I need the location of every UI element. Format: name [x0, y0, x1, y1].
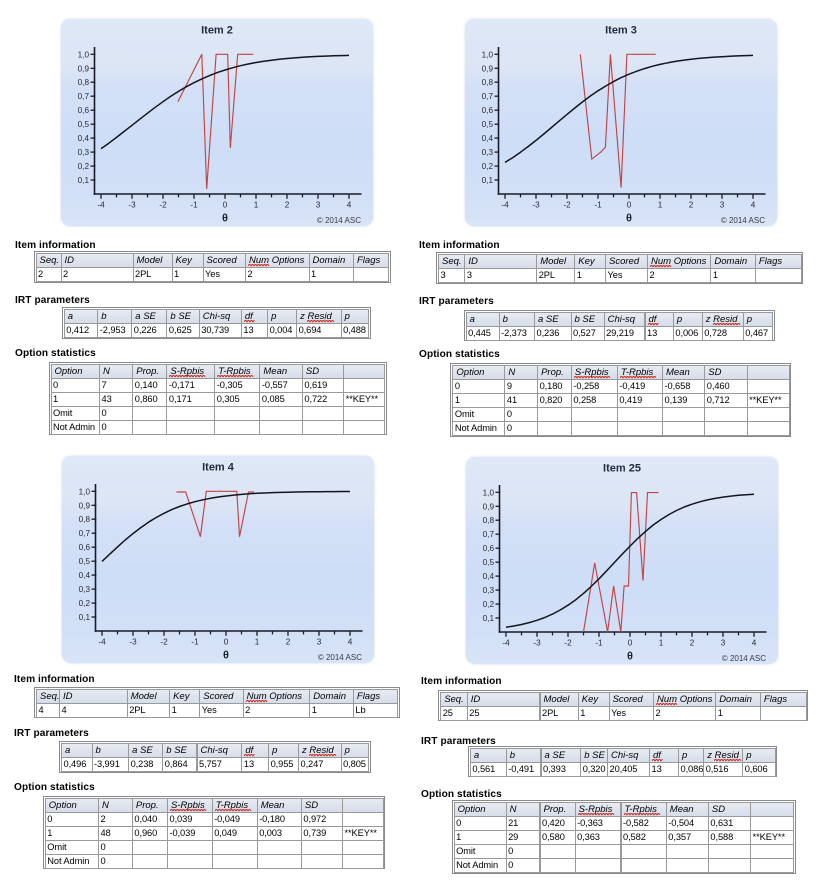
svg-text:1: 1 — [658, 638, 663, 647]
svg-text:0,2: 0,2 — [78, 599, 90, 608]
svg-text:-3: -3 — [533, 638, 541, 647]
svg-text:0,6: 0,6 — [77, 106, 89, 115]
svg-text:0,2: 0,2 — [482, 600, 494, 609]
svg-text:0,3: 0,3 — [481, 148, 493, 157]
svg-text:0,5: 0,5 — [77, 120, 89, 129]
svg-text:-2: -2 — [563, 201, 571, 210]
svg-text:1: 1 — [657, 201, 662, 210]
svg-text:2: 2 — [285, 637, 290, 646]
svg-text:0,6: 0,6 — [482, 544, 494, 553]
svg-text:θ: θ — [223, 649, 229, 661]
svg-text:0,9: 0,9 — [481, 64, 493, 73]
svg-text:0,5: 0,5 — [482, 558, 494, 567]
svg-text:3: 3 — [719, 201, 724, 210]
svg-text:0,3: 0,3 — [78, 585, 90, 594]
svg-text:4: 4 — [751, 638, 756, 647]
svg-text:-1: -1 — [594, 201, 602, 210]
svg-text:0,7: 0,7 — [77, 92, 89, 101]
svg-text:1,0: 1,0 — [77, 50, 89, 59]
svg-text:0,5: 0,5 — [78, 557, 90, 566]
svg-text:© 2014 ASC: © 2014 ASC — [316, 216, 360, 225]
svg-text:0,4: 0,4 — [482, 572, 494, 581]
svg-text:-2: -2 — [564, 638, 572, 647]
svg-text:0,8: 0,8 — [482, 516, 494, 525]
svg-text:0,6: 0,6 — [481, 106, 493, 115]
svg-text:Item 25: Item 25 — [603, 462, 641, 474]
svg-text:0,7: 0,7 — [78, 529, 90, 538]
svg-text:-2: -2 — [159, 200, 167, 209]
svg-text:0,8: 0,8 — [78, 515, 90, 524]
svg-text:3: 3 — [720, 638, 725, 647]
svg-text:θ: θ — [222, 212, 228, 224]
svg-text:-4: -4 — [97, 200, 105, 209]
svg-text:-3: -3 — [129, 637, 137, 646]
svg-text:0,5: 0,5 — [481, 120, 493, 129]
svg-text:1,0: 1,0 — [482, 488, 494, 497]
svg-text:0,1: 0,1 — [482, 614, 494, 623]
svg-text:0,4: 0,4 — [77, 134, 89, 143]
svg-text:0: 0 — [222, 200, 227, 209]
svg-text:1: 1 — [253, 200, 258, 209]
svg-text:3: 3 — [316, 637, 321, 646]
svg-text:2: 2 — [689, 638, 694, 647]
svg-text:© 2014 ASC: © 2014 ASC — [720, 216, 764, 225]
svg-text:0,6: 0,6 — [78, 543, 90, 552]
svg-text:0: 0 — [223, 637, 228, 646]
svg-text:4: 4 — [750, 201, 755, 210]
svg-text:0,1: 0,1 — [78, 613, 90, 622]
svg-text:0,9: 0,9 — [77, 64, 89, 73]
svg-text:0,7: 0,7 — [481, 92, 493, 101]
svg-text:-3: -3 — [128, 200, 136, 209]
svg-text:1,0: 1,0 — [78, 487, 90, 496]
svg-text:0,2: 0,2 — [77, 162, 89, 171]
svg-text:0,4: 0,4 — [481, 134, 493, 143]
svg-text:4: 4 — [346, 200, 351, 209]
svg-text:Item 3: Item 3 — [605, 25, 637, 37]
svg-text:-2: -2 — [160, 637, 168, 646]
svg-text:0,3: 0,3 — [482, 586, 494, 595]
svg-text:0,3: 0,3 — [77, 148, 89, 157]
svg-text:-4: -4 — [501, 201, 509, 210]
svg-text:-1: -1 — [191, 637, 199, 646]
svg-text:0: 0 — [626, 201, 631, 210]
svg-text:0,8: 0,8 — [77, 78, 89, 87]
svg-text:0,9: 0,9 — [78, 501, 90, 510]
svg-text:θ: θ — [626, 213, 632, 225]
svg-text:-3: -3 — [532, 201, 540, 210]
svg-text:-1: -1 — [595, 638, 603, 647]
svg-text:Item 2: Item 2 — [201, 24, 233, 36]
svg-text:0,8: 0,8 — [481, 78, 493, 87]
svg-text:θ: θ — [627, 650, 633, 662]
svg-text:© 2014 ASC: © 2014 ASC — [317, 653, 361, 662]
svg-text:-4: -4 — [98, 637, 106, 646]
svg-text:0,7: 0,7 — [482, 530, 494, 539]
svg-text:0: 0 — [627, 638, 632, 647]
svg-text:2: 2 — [688, 201, 693, 210]
svg-text:Item 4: Item 4 — [202, 461, 235, 473]
svg-text:4: 4 — [347, 637, 352, 646]
svg-text:1,0: 1,0 — [481, 50, 493, 59]
svg-text:0,4: 0,4 — [78, 571, 90, 580]
svg-text:© 2014 ASC: © 2014 ASC — [721, 654, 765, 663]
svg-text:0,1: 0,1 — [77, 176, 89, 185]
svg-text:0,2: 0,2 — [481, 162, 493, 171]
svg-text:3: 3 — [315, 200, 320, 209]
svg-text:-1: -1 — [190, 200, 198, 209]
svg-text:0,1: 0,1 — [481, 176, 493, 185]
svg-text:2: 2 — [284, 200, 289, 209]
svg-text:-4: -4 — [502, 638, 510, 647]
svg-text:1: 1 — [254, 637, 259, 646]
svg-text:0,9: 0,9 — [482, 502, 494, 511]
